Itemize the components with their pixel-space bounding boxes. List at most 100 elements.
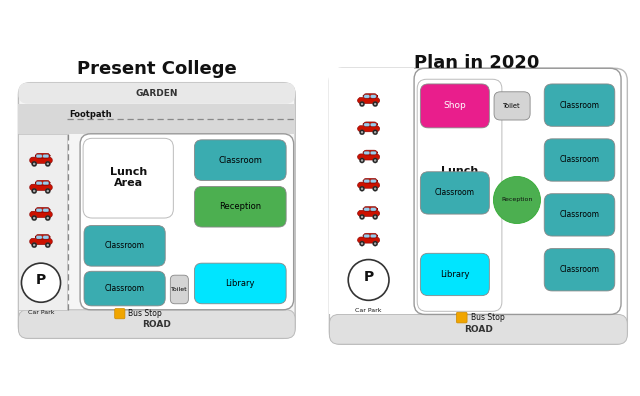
FancyBboxPatch shape (456, 312, 467, 323)
FancyBboxPatch shape (330, 314, 627, 344)
Text: Bus Stop: Bus Stop (128, 309, 162, 318)
FancyBboxPatch shape (371, 234, 376, 238)
FancyBboxPatch shape (363, 94, 378, 99)
Circle shape (372, 214, 378, 219)
Text: Toilet: Toilet (171, 287, 188, 292)
Bar (19, 134, 67, 310)
FancyBboxPatch shape (29, 157, 52, 164)
FancyBboxPatch shape (43, 154, 49, 158)
Text: Plan in 2020: Plan in 2020 (414, 54, 540, 72)
Circle shape (374, 159, 376, 162)
Text: P: P (364, 270, 374, 284)
FancyBboxPatch shape (36, 236, 42, 239)
FancyBboxPatch shape (29, 211, 52, 217)
Circle shape (47, 217, 49, 219)
Text: GARDEN: GARDEN (136, 89, 178, 98)
FancyBboxPatch shape (358, 154, 380, 160)
Circle shape (33, 244, 35, 246)
Circle shape (360, 101, 365, 107)
FancyBboxPatch shape (371, 151, 376, 154)
Circle shape (493, 177, 540, 223)
FancyBboxPatch shape (195, 263, 286, 304)
FancyBboxPatch shape (170, 275, 188, 304)
Circle shape (33, 190, 35, 192)
Circle shape (361, 187, 364, 190)
FancyBboxPatch shape (195, 187, 286, 227)
Circle shape (348, 259, 389, 300)
Circle shape (45, 242, 51, 248)
FancyBboxPatch shape (363, 122, 378, 127)
Text: Shop: Shop (444, 101, 466, 110)
Circle shape (31, 215, 37, 221)
FancyBboxPatch shape (544, 84, 615, 126)
Circle shape (31, 242, 37, 248)
Circle shape (360, 186, 365, 191)
FancyBboxPatch shape (36, 181, 42, 185)
FancyBboxPatch shape (80, 134, 294, 310)
Bar (330, 68, 414, 314)
Text: Classroom: Classroom (104, 241, 145, 250)
FancyBboxPatch shape (29, 238, 52, 245)
FancyBboxPatch shape (330, 68, 627, 344)
Circle shape (21, 263, 61, 302)
Circle shape (372, 186, 378, 191)
FancyBboxPatch shape (43, 209, 49, 212)
Text: Toilet: Toilet (503, 103, 521, 109)
FancyBboxPatch shape (364, 234, 370, 238)
FancyBboxPatch shape (43, 181, 49, 185)
Circle shape (374, 216, 376, 218)
Circle shape (47, 163, 49, 165)
Text: Classroom: Classroom (435, 188, 475, 198)
FancyBboxPatch shape (364, 95, 370, 98)
FancyBboxPatch shape (371, 95, 376, 98)
FancyBboxPatch shape (358, 210, 380, 217)
Text: ROAD: ROAD (142, 320, 172, 329)
Text: Reception: Reception (501, 198, 532, 202)
Circle shape (361, 159, 364, 162)
Text: Reception: Reception (220, 202, 261, 211)
Text: Car Park: Car Park (355, 308, 382, 313)
FancyBboxPatch shape (494, 92, 530, 120)
FancyBboxPatch shape (371, 208, 376, 211)
Circle shape (361, 242, 364, 245)
FancyBboxPatch shape (115, 308, 125, 319)
FancyBboxPatch shape (35, 208, 50, 212)
Text: Bus Stop: Bus Stop (471, 313, 505, 322)
FancyBboxPatch shape (84, 271, 165, 306)
Circle shape (372, 129, 378, 135)
Text: Classroom: Classroom (559, 156, 600, 164)
Circle shape (361, 103, 364, 105)
Text: Classroom: Classroom (218, 156, 262, 165)
FancyBboxPatch shape (417, 79, 502, 311)
Circle shape (372, 101, 378, 107)
FancyBboxPatch shape (83, 138, 173, 218)
Circle shape (360, 241, 365, 246)
FancyBboxPatch shape (420, 172, 490, 214)
FancyBboxPatch shape (35, 180, 50, 185)
Circle shape (31, 161, 37, 167)
Circle shape (372, 241, 378, 246)
Text: P: P (36, 273, 46, 287)
Circle shape (360, 158, 365, 163)
FancyBboxPatch shape (36, 209, 42, 212)
Circle shape (33, 217, 35, 219)
Circle shape (360, 214, 365, 219)
FancyBboxPatch shape (414, 68, 621, 314)
FancyBboxPatch shape (544, 194, 615, 236)
Circle shape (47, 190, 49, 192)
FancyBboxPatch shape (363, 207, 378, 211)
FancyBboxPatch shape (420, 253, 490, 296)
FancyBboxPatch shape (19, 83, 295, 338)
FancyBboxPatch shape (358, 237, 380, 243)
FancyBboxPatch shape (364, 151, 370, 154)
Circle shape (361, 131, 364, 133)
FancyBboxPatch shape (363, 233, 378, 238)
Circle shape (45, 161, 51, 167)
FancyBboxPatch shape (358, 182, 380, 188)
FancyBboxPatch shape (358, 126, 380, 132)
Circle shape (45, 215, 51, 221)
FancyBboxPatch shape (371, 123, 376, 126)
FancyBboxPatch shape (544, 139, 615, 181)
Circle shape (374, 103, 376, 105)
Text: Car Park: Car Park (28, 310, 54, 315)
